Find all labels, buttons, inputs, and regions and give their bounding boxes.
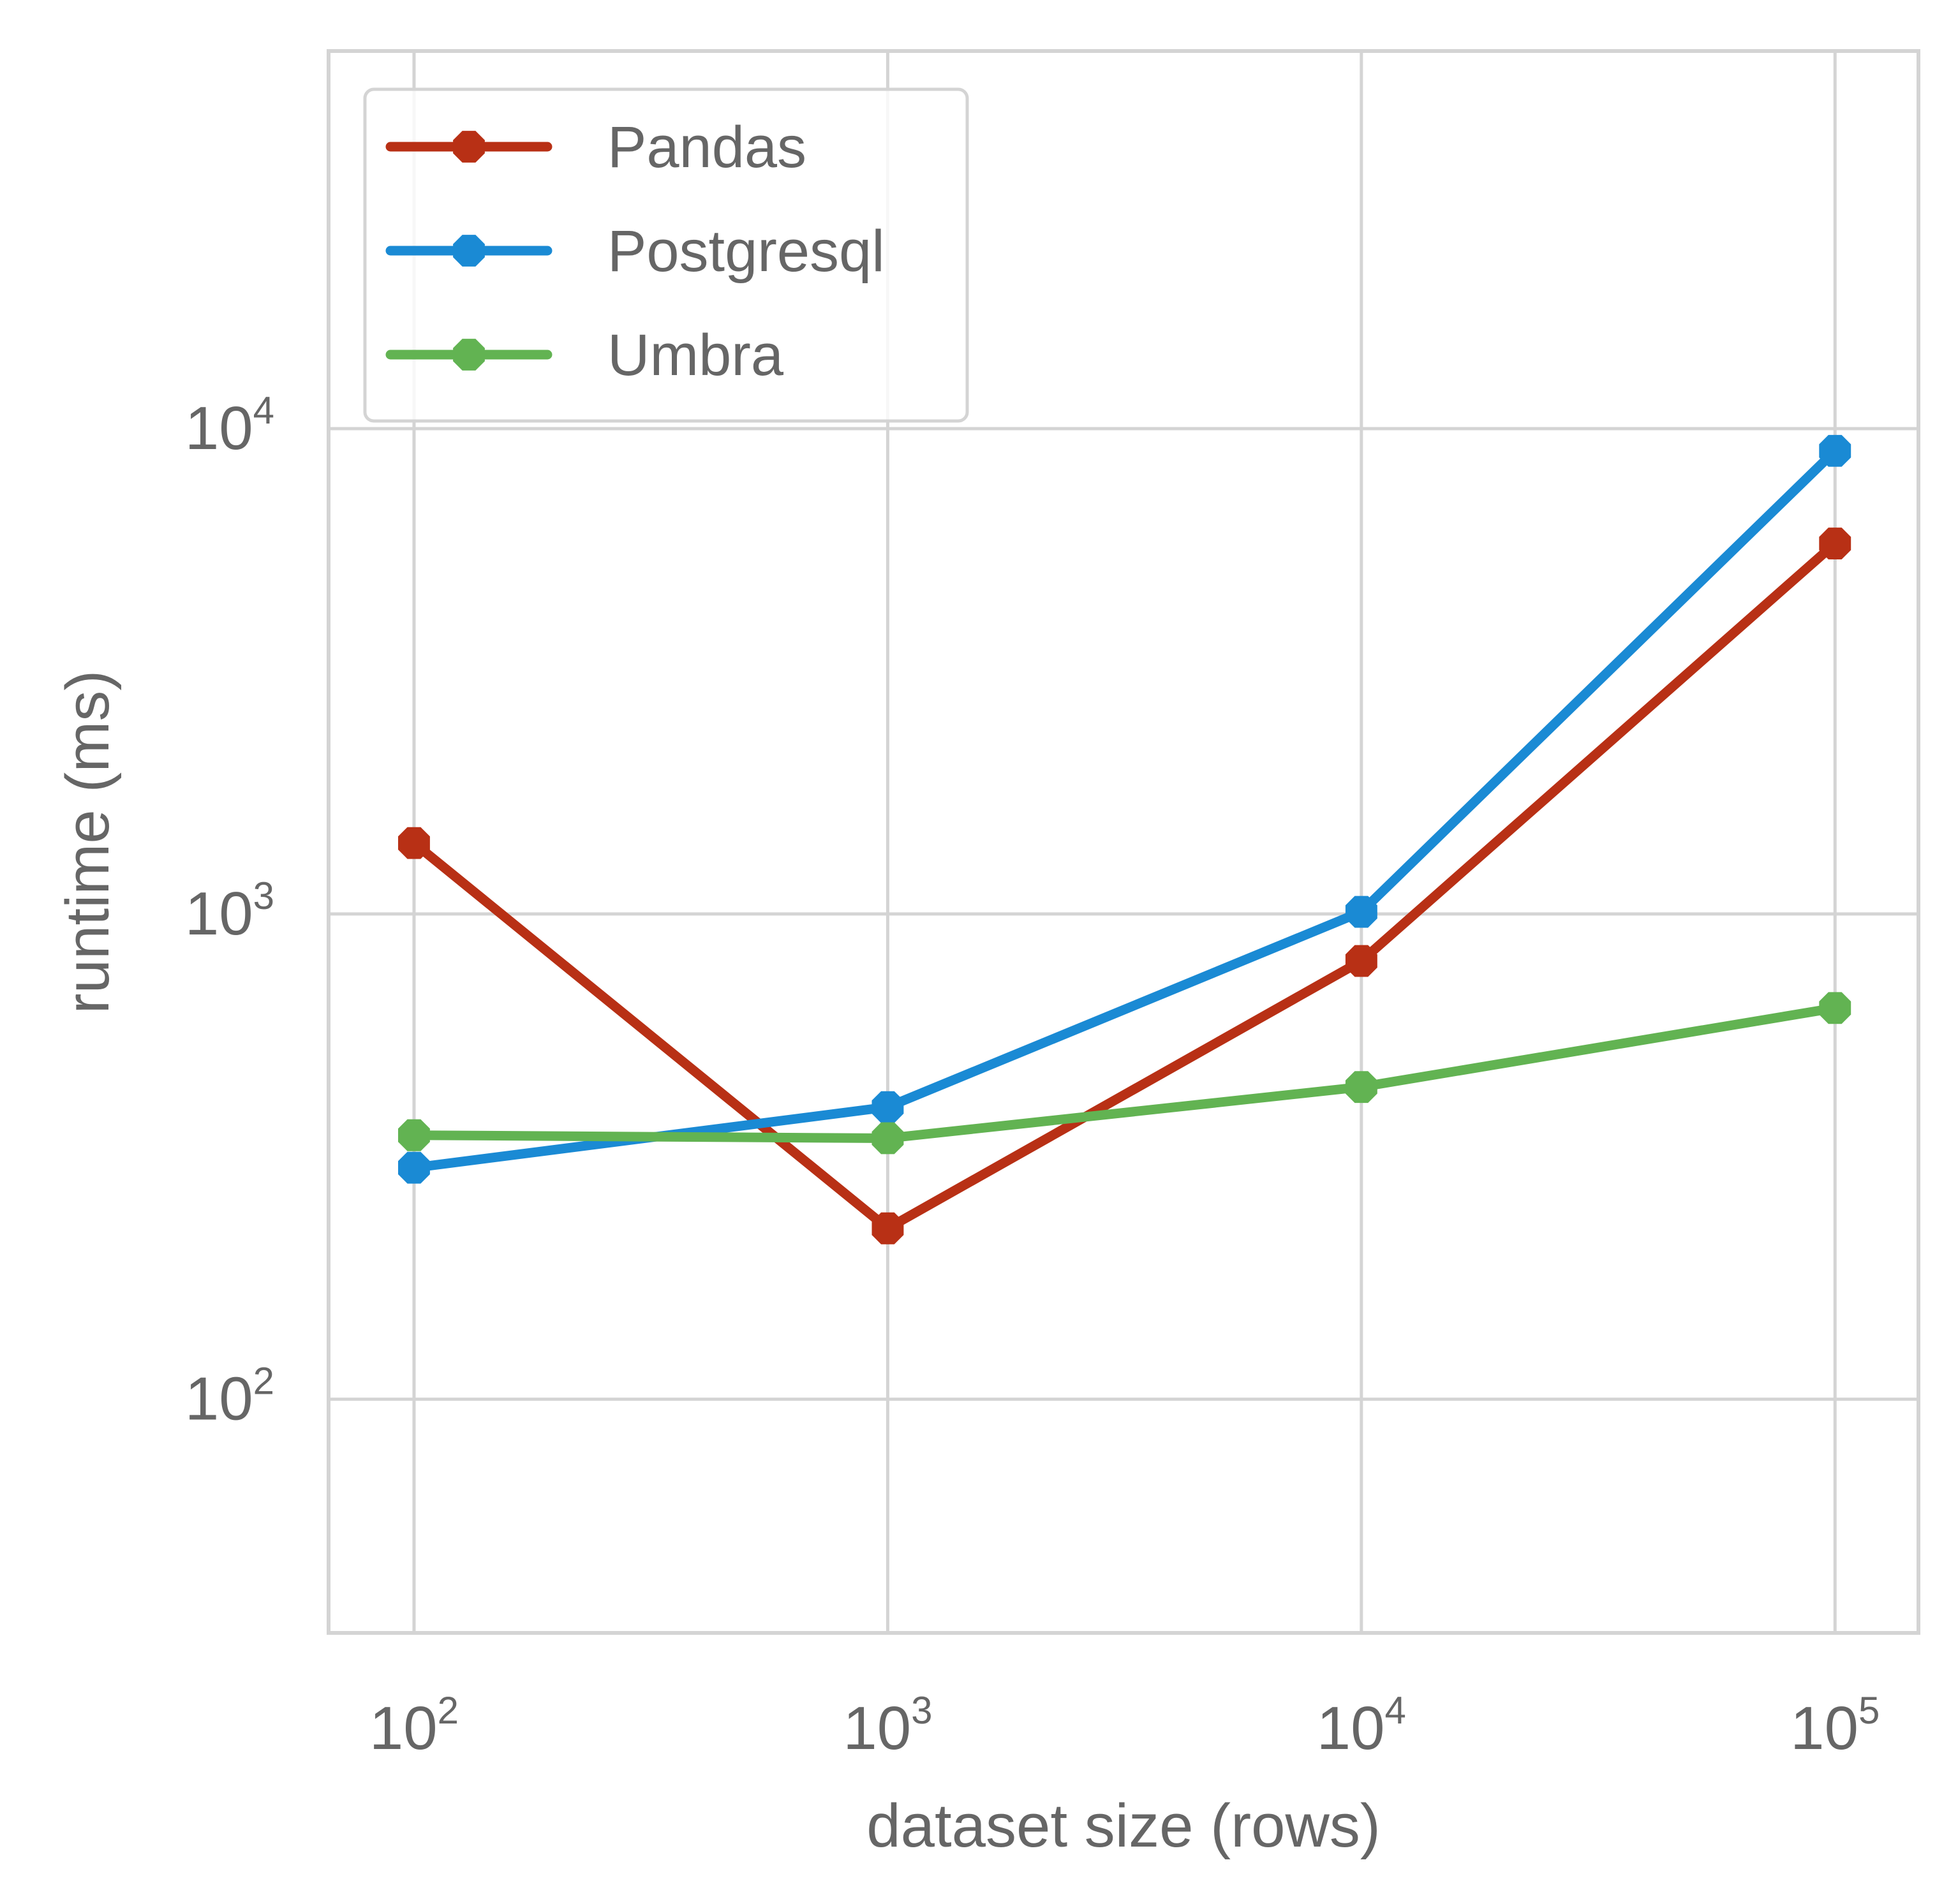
legend-label-postgresql: Postgresql bbox=[607, 219, 885, 284]
data-point-pandas-0 bbox=[398, 827, 430, 859]
plot-frame bbox=[327, 49, 1920, 1635]
x-tick-exponent: 2 bbox=[438, 1689, 459, 1732]
data-point-postgresql-2 bbox=[1345, 896, 1377, 928]
x-tick-label-3: 105 bbox=[1790, 1689, 1880, 1762]
legend-marker-umbra bbox=[453, 339, 485, 371]
series-umbra bbox=[398, 992, 1851, 1155]
series-layer bbox=[398, 434, 1851, 1244]
series-line-umbra bbox=[409, 1003, 1840, 1143]
x-tick-base: 10 bbox=[369, 1694, 438, 1762]
y-tick-exponent: 3 bbox=[253, 875, 274, 917]
y-tick-base: 10 bbox=[185, 1365, 253, 1433]
data-point-pandas-2 bbox=[1345, 945, 1377, 977]
y-tick-exponent: 2 bbox=[253, 1360, 274, 1403]
x-tick-exponent: 5 bbox=[1858, 1689, 1880, 1732]
legend-marker-pandas bbox=[453, 131, 485, 163]
data-point-pandas-3 bbox=[1819, 528, 1851, 559]
y-tick-exponent: 4 bbox=[253, 389, 274, 432]
x-tick-exponent: 4 bbox=[1385, 1689, 1406, 1732]
series-line-pandas bbox=[409, 538, 1840, 1234]
series-postgresql bbox=[398, 434, 1851, 1184]
series-pandas bbox=[398, 528, 1851, 1244]
data-point-postgresql-3 bbox=[1819, 434, 1851, 467]
data-point-umbra-2 bbox=[1345, 1071, 1377, 1103]
data-point-umbra-1 bbox=[871, 1122, 904, 1155]
legend-entry-postgresql: Postgresql bbox=[385, 219, 885, 284]
x-tick-base: 10 bbox=[1317, 1694, 1385, 1762]
legend-label-umbra: Umbra bbox=[607, 323, 784, 388]
data-point-umbra-0 bbox=[398, 1119, 430, 1151]
data-point-pandas-1 bbox=[871, 1212, 904, 1244]
x-tick-exponent: 3 bbox=[911, 1689, 932, 1732]
x-tick-base: 10 bbox=[1790, 1694, 1858, 1762]
x-tick-label-1: 103 bbox=[843, 1689, 932, 1762]
x-tick-base: 10 bbox=[843, 1694, 911, 1762]
legend-frame bbox=[363, 87, 969, 423]
legend-label-pandas: Pandas bbox=[607, 115, 806, 180]
y-tick-base: 10 bbox=[185, 394, 253, 462]
x-tick-label-0: 102 bbox=[369, 1689, 459, 1762]
x-axis-label: dataset size (rows) bbox=[866, 1792, 1381, 1860]
data-point-postgresql-1 bbox=[871, 1091, 904, 1123]
y-tick-label-0: 102 bbox=[185, 1360, 274, 1433]
legend: Pandas Postgresql Umbra bbox=[363, 87, 969, 423]
y-tick-label-1: 103 bbox=[185, 875, 274, 948]
y-axis-label: runtime (ms) bbox=[54, 670, 122, 1014]
y-tick-base: 10 bbox=[185, 880, 253, 948]
x-tick-label-2: 104 bbox=[1317, 1689, 1406, 1762]
legend-entry-umbra: Umbra bbox=[385, 323, 784, 388]
series-line-postgresql bbox=[409, 446, 1840, 1173]
data-point-postgresql-0 bbox=[398, 1151, 430, 1184]
legend-entry-pandas: Pandas bbox=[385, 115, 806, 180]
data-point-umbra-3 bbox=[1819, 992, 1851, 1024]
y-tick-label-2: 104 bbox=[185, 389, 274, 462]
legend-marker-postgresql bbox=[453, 235, 485, 267]
